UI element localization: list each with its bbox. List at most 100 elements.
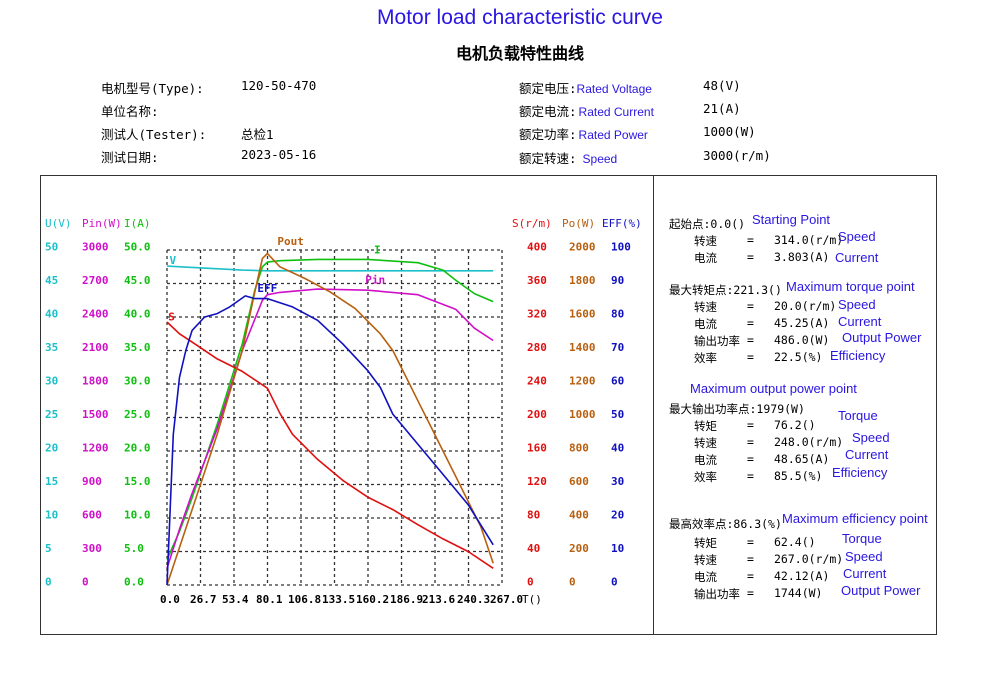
max-power-title-en: Maximum output power point (690, 381, 857, 396)
rated-current-cn: 额定电流: (519, 104, 577, 119)
tick-label-pin: 0 (82, 576, 89, 589)
result-row-en-label: Current (843, 566, 887, 581)
result-row-label: 转速 (694, 553, 717, 567)
tick-label-u: 25 (45, 408, 58, 421)
tick-label-i: 5.0 (124, 542, 144, 555)
x-tick-label: 53.4 (222, 593, 249, 606)
result-row-label: 转速 (694, 300, 717, 314)
series-label-pin: Pin (365, 274, 385, 287)
result-row-value: 48.65(A) (774, 452, 830, 466)
tester-label: 测试人(Tester): (101, 127, 207, 142)
type-value: 120-50-470 (241, 78, 317, 93)
result-row-label: 转矩 (694, 536, 717, 550)
tick-label-pin: 900 (82, 475, 102, 488)
tick-label-s: 400 (527, 241, 547, 254)
max-eff-title: 最高效率点:86.3(%) (669, 517, 782, 531)
result-row-en-label: Speed (838, 297, 876, 312)
tick-label-i: 10.0 (124, 509, 151, 522)
result-row-value: 267.0(r/m) (774, 552, 844, 566)
result-row-en-label: Efficiency (830, 348, 886, 363)
rated-power-value: 1000(W) (703, 124, 756, 139)
series-label-eff: EFF (257, 282, 277, 295)
tick-label-u: 20 (45, 442, 58, 455)
x-tick-label: 267.0 (490, 593, 523, 606)
max-eff-title-en: Maximum efficiency point (782, 511, 928, 526)
tick-label-u: 0 (45, 576, 52, 589)
tick-label-eff: 90 (611, 274, 624, 287)
result-row-value: 486.0(W) (774, 333, 830, 347)
result-row-label: 电流 (694, 453, 717, 467)
rated-voltage-en: Rated Voltage (576, 82, 652, 96)
tick-label-pin: 2100 (82, 341, 109, 354)
result-row-en-label: Current (835, 250, 879, 265)
start-title-en: Starting Point (752, 212, 831, 227)
axis-label-s: S(r/m) (512, 217, 552, 230)
result-row-en-label: Speed (852, 430, 890, 445)
rated-power-cn: 额定功率: (519, 127, 577, 142)
tick-label-i: 45.0 (124, 274, 151, 287)
tick-label-po: 1200 (569, 375, 596, 388)
max-torque-title-en: Maximum torque point (786, 279, 915, 294)
tick-label-u: 5 (45, 542, 52, 555)
series-line-v (166, 265, 494, 272)
result-row-value: 1744(W) (774, 586, 823, 600)
rated-current-en: Rated Current (578, 105, 654, 119)
tick-label-u: 45 (45, 274, 58, 287)
tick-label-i: 0.0 (124, 576, 144, 589)
tick-label-i: 20.0 (124, 442, 151, 455)
result-row-label: 转矩 (694, 419, 717, 433)
tick-label-pin: 1800 (82, 375, 109, 388)
x-tick-label: 213.6 (422, 593, 455, 606)
result-row-equals: = (747, 233, 754, 247)
rated-voltage-label: 额定电压:Rated Voltage (519, 78, 652, 97)
tick-label-pin: 600 (82, 509, 102, 522)
tick-label-u: 35 (45, 341, 58, 354)
tick-label-s: 360 (527, 274, 547, 287)
panel-divider (653, 175, 654, 635)
result-row-equals: = (747, 452, 754, 466)
result-row-equals: = (747, 350, 754, 364)
tick-label-eff: 50 (611, 408, 624, 421)
rated-power-en: Rated Power (578, 128, 648, 142)
tick-label-pin: 1500 (82, 408, 109, 421)
series-label-pout: Pout (277, 235, 304, 248)
result-row-value: 42.12(A) (774, 569, 830, 583)
chart-frame (40, 175, 937, 635)
axis-label-eff: EFF(%) (602, 217, 642, 230)
result-row-en-label: Current (838, 314, 882, 329)
tick-label-i: 40.0 (124, 308, 151, 321)
result-row-value: 76.2() (774, 418, 816, 432)
tick-label-u: 10 (45, 509, 58, 522)
tick-label-eff: 0 (611, 576, 618, 589)
series-label-s: S (168, 310, 175, 323)
tick-label-pin: 300 (82, 542, 102, 555)
result-row-en-label: Torque (842, 531, 882, 546)
result-row-en-label: Output Power (841, 583, 921, 598)
result-row-value: 85.5(%) (774, 469, 823, 483)
result-row-value: 20.0(r/m) (774, 299, 837, 313)
result-row-equals: = (747, 569, 754, 583)
rated-speed-label: 额定转速: Speed (519, 148, 617, 167)
max-power-title: 最大输出功率点:1979(W) (669, 402, 805, 416)
result-row-label: 电流 (694, 251, 717, 265)
date-value: 2023-05-16 (241, 147, 317, 162)
result-row-equals: = (747, 435, 754, 449)
tick-label-eff: 80 (611, 308, 624, 321)
rated-current-label: 额定电流: Rated Current (519, 101, 654, 120)
result-row-label: 效率 (694, 470, 717, 484)
start-title: 起始点:0.0() (669, 217, 746, 231)
result-row-en-label: Efficiency (832, 465, 888, 480)
tick-label-s: 0 (527, 576, 534, 589)
date-label: 测试日期: (101, 150, 159, 165)
tick-label-u: 30 (45, 375, 58, 388)
x-tick-label: 106.8 (288, 593, 321, 606)
tick-label-s: 280 (527, 341, 547, 354)
result-row-label: 输出功率 (694, 334, 740, 348)
result-row-equals: = (747, 552, 754, 566)
series-line-pin (166, 288, 494, 569)
result-row-en-label: Output Power (842, 330, 922, 345)
rated-speed-value: 3000(r/m) (703, 148, 771, 163)
tick-label-eff: 40 (611, 442, 624, 455)
x-tick-label: 80.1 (256, 593, 283, 606)
